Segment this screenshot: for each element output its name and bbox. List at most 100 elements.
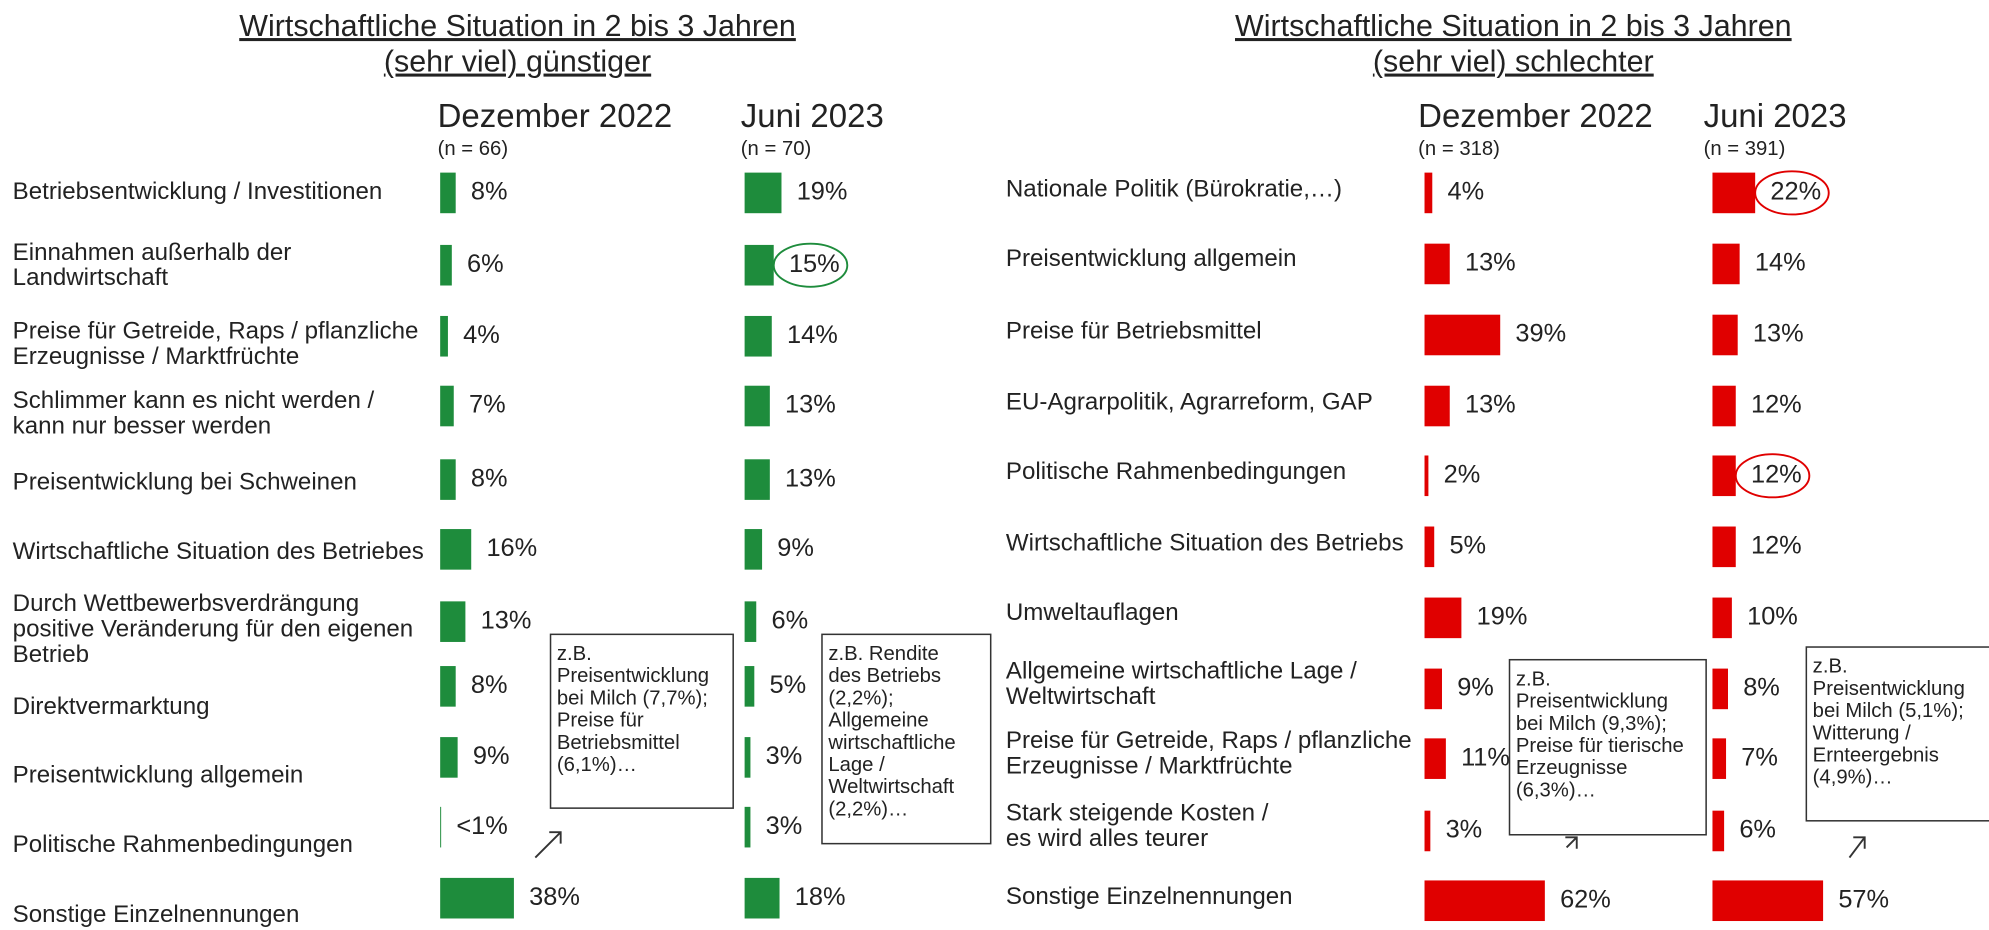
bar xyxy=(440,459,456,500)
annotation-text: Allgemeine xyxy=(828,710,928,732)
value-label: 9% xyxy=(473,742,510,770)
value-label: 5% xyxy=(1449,532,1486,560)
bar xyxy=(744,877,780,919)
value-label: 15% xyxy=(789,250,840,278)
arrow xyxy=(1565,836,1578,849)
bar xyxy=(440,806,442,848)
value-label: 13% xyxy=(785,391,836,419)
sample-size: (n = 318) xyxy=(1418,138,1500,160)
value-label: 16% xyxy=(486,534,537,562)
bar xyxy=(744,666,755,707)
chart-title: Wirtschaftliche Situation in 2 bis 3 Jah… xyxy=(239,9,796,43)
value-label: 4% xyxy=(1448,178,1485,206)
category-label: Betriebsentwicklung / Investitionen xyxy=(13,178,383,205)
value-label: 8% xyxy=(471,178,508,206)
category-label: Politische Rahmenbedingungen xyxy=(13,832,353,859)
value-label: 12% xyxy=(1751,391,1802,419)
annotation-text: (2,2%); xyxy=(828,687,893,709)
annotation-box xyxy=(1805,646,1989,822)
value-label: 7% xyxy=(469,391,506,419)
bar xyxy=(1712,738,1727,779)
category-label: Preisentwicklung bei Schweinen xyxy=(13,469,357,496)
category-label: Sonstige Einzelnennungen xyxy=(13,901,300,928)
bar xyxy=(744,529,763,570)
bar xyxy=(440,601,466,642)
category-label: Schlimmer kann es nicht werden / kann nur… xyxy=(13,388,375,440)
chart-title: (sehr viel) günstiger xyxy=(384,45,651,79)
category-label: Politische Rahmenbedingungen xyxy=(1006,459,1346,486)
annotation-text: Ernteergebnis xyxy=(1813,744,1939,766)
bar xyxy=(744,459,770,500)
bar xyxy=(1712,385,1736,427)
value-label: 6% xyxy=(1739,816,1776,844)
legend-label: Dezember 2022 xyxy=(438,97,673,134)
annotation-text: (4,9%)… xyxy=(1813,767,1893,789)
value-label: 7% xyxy=(1741,743,1778,771)
bar xyxy=(744,244,774,286)
highlight-circle xyxy=(1754,170,1830,216)
bar xyxy=(1712,880,1824,922)
value-label: 22% xyxy=(1770,178,1821,206)
value-label: 8% xyxy=(1743,674,1780,702)
bar xyxy=(1424,172,1433,214)
annotation-box xyxy=(1508,658,1707,836)
annotation-text: Witterung / xyxy=(1813,722,1911,744)
legend-label: Juni 2023 xyxy=(1704,97,1847,134)
bar xyxy=(1424,810,1431,852)
bar xyxy=(1712,810,1725,852)
category-label: Preisentwicklung allgemein xyxy=(13,762,304,789)
highlight-circle xyxy=(772,242,849,288)
value-label: <1% xyxy=(456,812,507,840)
sample-size: (n = 391) xyxy=(1704,138,1786,160)
annotation-text: z.B. xyxy=(557,643,592,665)
chart-title: Wirtschaftliche Situation in 2 bis 3 Jah… xyxy=(1235,9,1792,43)
value-label: 38% xyxy=(529,883,580,911)
bar xyxy=(744,601,757,642)
bar xyxy=(1712,314,1738,356)
bar xyxy=(1424,526,1435,568)
annotation-text: des Betriebs xyxy=(828,665,941,687)
bar xyxy=(744,172,782,214)
value-label: 13% xyxy=(1465,249,1516,277)
annotation-text: Betriebsmittel xyxy=(557,732,680,754)
value-label: 9% xyxy=(1457,674,1494,702)
bar xyxy=(1712,455,1736,497)
bar xyxy=(1424,668,1442,710)
value-label: 19% xyxy=(1477,603,1528,631)
sample-size: (n = 66) xyxy=(438,138,508,160)
value-label: 12% xyxy=(1751,460,1802,488)
category-label: Wirtschaftliche Situation des Betriebes xyxy=(13,539,424,566)
bar xyxy=(1712,172,1756,214)
value-label: 8% xyxy=(471,671,508,699)
bar xyxy=(744,315,772,357)
bar xyxy=(1424,243,1450,285)
chart-title: (sehr viel) schlechter xyxy=(1373,45,1654,79)
bar xyxy=(1424,455,1429,497)
bar xyxy=(440,666,456,707)
value-label: 57% xyxy=(1838,885,1889,913)
category-label: Wirtschaftliche Situation des Betriebs xyxy=(1006,530,1404,557)
value-label: 62% xyxy=(1560,885,1611,913)
value-label: 10% xyxy=(1747,603,1798,631)
bar xyxy=(440,315,448,357)
value-label: 2% xyxy=(1444,460,1481,488)
annotation-text: z.B. xyxy=(1516,668,1551,690)
bar xyxy=(1712,526,1736,568)
annotation-text: Lage / xyxy=(828,754,885,776)
bar xyxy=(440,244,452,286)
value-label: 14% xyxy=(1755,249,1806,277)
bar xyxy=(1424,738,1446,779)
annotation-text: bei Milch (5,1%); xyxy=(1813,700,1964,722)
value-label: 3% xyxy=(766,812,803,840)
annotation-text: Preise für tierische xyxy=(1516,735,1684,757)
value-label: 3% xyxy=(766,742,803,770)
category-label: EU-Agrarpolitik, Agrarreform, GAP xyxy=(1006,389,1373,416)
bar xyxy=(1712,668,1728,710)
bar xyxy=(440,385,454,427)
category-label: Preise für Getreide, Raps / pflanzliche E… xyxy=(1006,728,1412,780)
value-label: 18% xyxy=(795,883,846,911)
bar xyxy=(440,737,458,778)
value-label: 6% xyxy=(467,250,504,278)
annotation-text: bei Milch (7,7%); xyxy=(557,687,708,709)
value-label: 6% xyxy=(771,606,808,634)
